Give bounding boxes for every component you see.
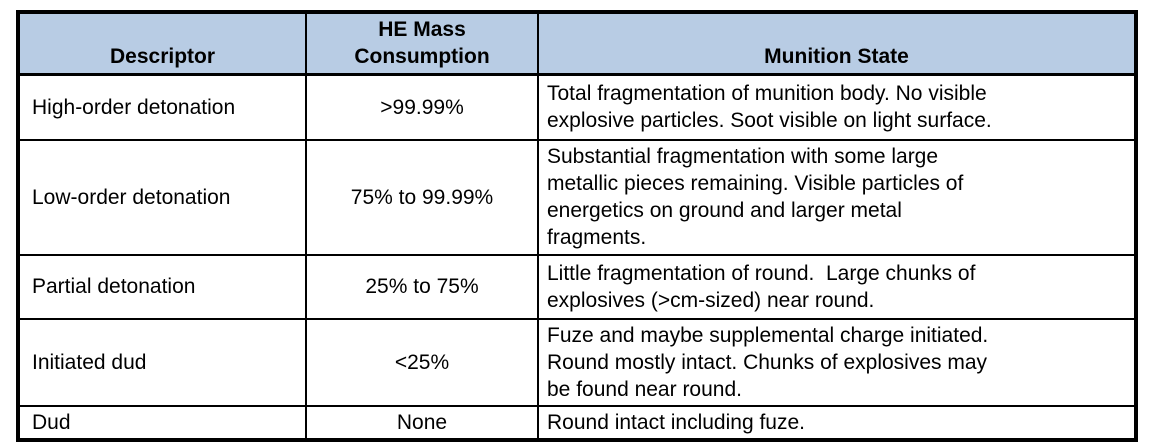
header-descriptor: Descriptor — [17, 11, 307, 76]
consumption-cell: None — [305, 404, 539, 441]
state-cell: Substantial fragmentation with some larg… — [537, 138, 1137, 256]
consumption-cell: 25% to 75% — [305, 253, 539, 320]
table-row: Initiated dud <25% Fuze and maybe supple… — [17, 317, 1137, 407]
state-cell: Fuze and maybe supplemental charge initi… — [537, 317, 1137, 407]
descriptor-cell: Partial detonation — [17, 253, 307, 320]
descriptor-cell: Low-order detonation — [17, 138, 307, 256]
descriptor-cell: Dud — [17, 404, 307, 441]
consumption-cell: <25% — [305, 317, 539, 407]
munition-state-table: Descriptor HE Mass Consumption Munition … — [16, 10, 1138, 442]
header-munition-state: Munition State — [537, 11, 1137, 76]
table-row: Low-order detonation 75% to 99.99% Subst… — [17, 138, 1137, 256]
state-cell: Total fragmentation of munition body. No… — [537, 73, 1137, 141]
descriptor-cell: Initiated dud — [17, 317, 307, 407]
table-row: Partial detonation 25% to 75% Little fra… — [17, 253, 1137, 320]
state-cell: Little fragmentation of round. Large chu… — [537, 253, 1137, 320]
header-he-mass-consumption: HE Mass Consumption — [305, 11, 539, 76]
header-row: Descriptor HE Mass Consumption Munition … — [17, 11, 1137, 76]
consumption-cell: 75% to 99.99% — [305, 138, 539, 256]
table-row: High-order detonation >99.99% Total frag… — [17, 73, 1137, 141]
state-cell: Round intact including fuze. — [537, 404, 1137, 441]
descriptor-cell: High-order detonation — [17, 73, 307, 141]
consumption-cell: >99.99% — [305, 73, 539, 141]
table-row: Dud None Round intact including fuze. — [17, 404, 1137, 441]
